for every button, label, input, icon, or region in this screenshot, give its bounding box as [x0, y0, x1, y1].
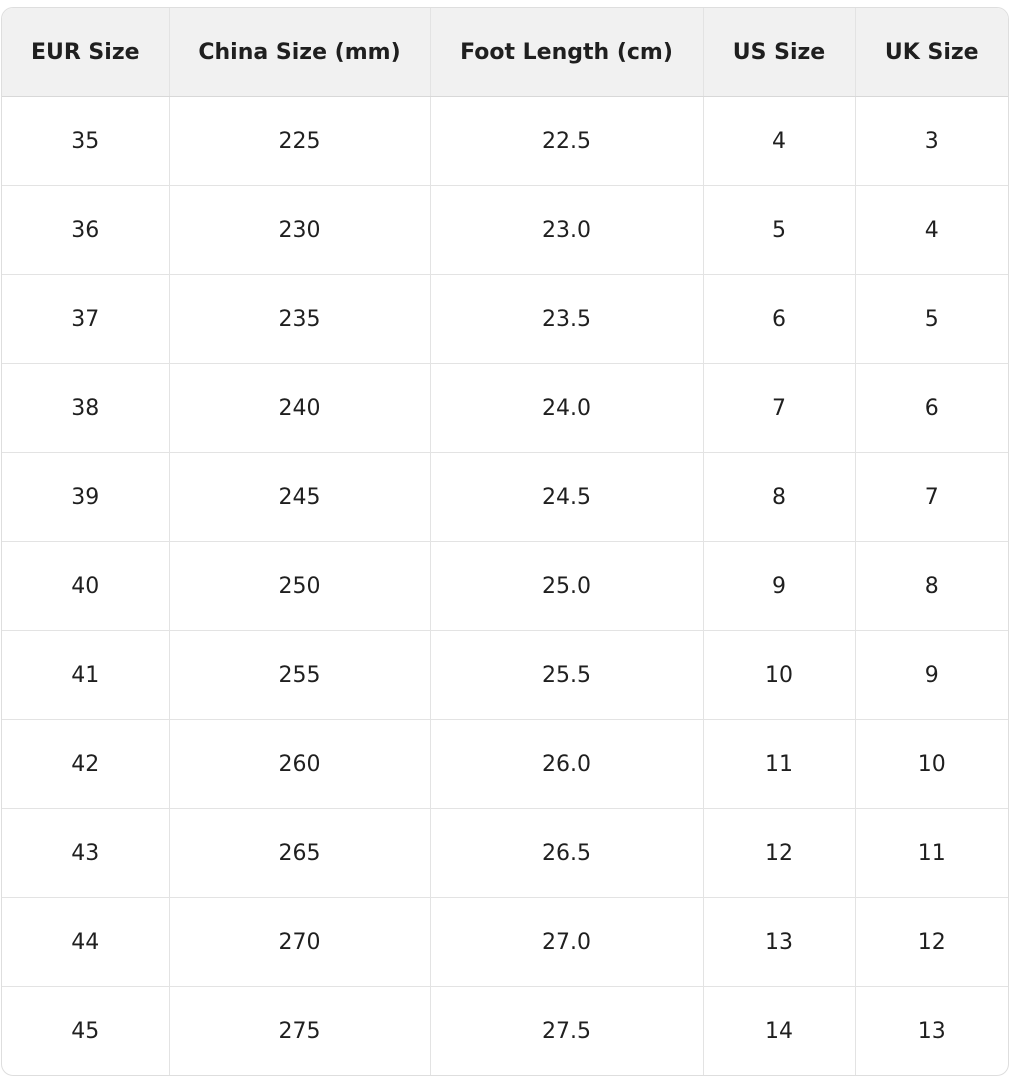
table-cell: 36 — [2, 185, 170, 275]
table-row: 40 250 25.0 9 8 — [2, 541, 1008, 631]
size-chart-table-container: EUR Size China Size (mm) Foot Length (cm) U… — [1, 7, 1009, 1076]
table-cell: 235 — [169, 274, 431, 364]
table-cell: 4 — [703, 96, 856, 186]
table-row: 42 260 26.0 11 10 — [2, 719, 1008, 809]
table-row: 38 240 24.0 7 6 — [2, 363, 1008, 453]
table-cell: 255 — [169, 630, 431, 720]
table-cell: 26.5 — [430, 808, 704, 898]
table-cell: 39 — [2, 452, 170, 542]
table-row: 43 265 26.5 12 11 — [2, 808, 1008, 898]
table-cell: 23.0 — [430, 185, 704, 275]
table-cell: 26.0 — [430, 719, 704, 809]
column-header: EUR Size — [2, 8, 170, 97]
table-cell: 260 — [169, 719, 431, 809]
table-cell: 13 — [917, 1018, 946, 1044]
table-cell: 4 — [855, 185, 1008, 275]
table-cell: 240 — [169, 363, 431, 453]
table-cell: 14 — [703, 986, 856, 1075]
table-cell: 6 — [855, 363, 1008, 453]
table-cell: 11 — [703, 719, 856, 809]
table-cell: 245 — [169, 452, 431, 542]
table-row: 41 255 25.5 10 9 — [2, 630, 1008, 720]
table-cell: 37 — [2, 274, 170, 364]
table-row: 45 275 27.5 14 13 — [2, 986, 1008, 1075]
column-header: China Size (mm) — [169, 8, 431, 97]
table-cell: 3 — [855, 96, 1008, 186]
table-cell: 230 — [169, 185, 431, 275]
table-cell: 5 — [855, 274, 1008, 364]
table-cell: 43 — [2, 808, 170, 898]
table-cell: 40 — [2, 541, 170, 631]
table-cell: 23.5 — [430, 274, 704, 364]
table-cell: 270 — [169, 897, 431, 987]
header-row: EUR Size China Size (mm) Foot Length (cm) U… — [2, 8, 1008, 97]
table-row: 39 245 24.5 8 7 — [2, 452, 1008, 542]
table-cell: 7 — [855, 452, 1008, 542]
table-cell: 12 — [855, 897, 1008, 987]
table-cell: 9 — [855, 630, 1008, 720]
table-row: 37 235 23.5 6 5 — [2, 274, 1008, 364]
column-header: US Size — [703, 8, 856, 97]
table-cell: 8 — [703, 452, 856, 542]
table-cell: 250 — [169, 541, 431, 631]
table-cell: 24.0 — [430, 363, 704, 453]
table-cell: 9 — [703, 541, 856, 631]
table-cell: 5 — [703, 185, 856, 275]
table-cell: 35 — [2, 96, 170, 186]
table-cell: 8 — [855, 541, 1008, 631]
table-cell: 12 — [703, 808, 856, 898]
table-cell: 25.5 — [430, 630, 704, 720]
table-cell: 22.5 — [430, 96, 704, 186]
column-header: UK Size — [855, 8, 1008, 97]
table-cell: 10 — [855, 719, 1008, 809]
table-cell: 225 — [169, 96, 431, 186]
table-cell: 11 — [855, 808, 1008, 898]
table-row: 44 270 27.0 13 12 — [2, 897, 1008, 987]
table-cell: 275 — [169, 986, 431, 1075]
table-row: 35 225 22.5 4 3 — [2, 96, 1008, 186]
table-cell: 25.0 — [430, 541, 704, 631]
table-row: 36 230 23.0 5 4 — [2, 185, 1008, 275]
table-cell: 38 — [2, 363, 170, 453]
column-header: Foot Length (cm) — [430, 8, 704, 97]
table-cell: 265 — [169, 808, 431, 898]
table-cell: 24.5 — [430, 452, 704, 542]
table-cell: 6 — [703, 274, 856, 364]
table-cell: 10 — [703, 630, 856, 720]
table-cell: 45 — [2, 986, 170, 1075]
table-cell: 42 — [2, 719, 170, 809]
size-chart-table: EUR Size China Size (mm) Foot Length (cm) U… — [2, 8, 1008, 1075]
table-cell: 44 — [2, 897, 170, 987]
table-cell: 27.5 — [430, 986, 704, 1075]
table-cell: 13 — [703, 897, 856, 987]
table-cell: 27.0 — [430, 897, 704, 987]
table-cell: 41 — [2, 630, 170, 720]
table-cell: 7 — [703, 363, 856, 453]
